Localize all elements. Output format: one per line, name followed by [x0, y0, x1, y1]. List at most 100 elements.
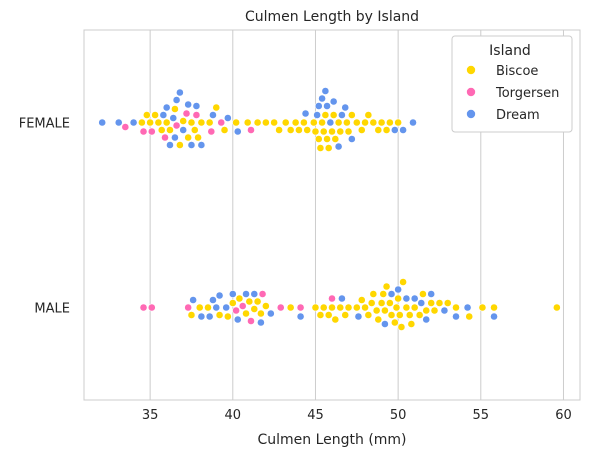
point-biscoe: [319, 127, 328, 136]
point-biscoe: [397, 323, 406, 331]
point-dream: [409, 118, 417, 127]
point-biscoe: [316, 311, 325, 319]
point-biscoe: [430, 306, 439, 315]
point-biscoe: [552, 303, 561, 312]
x-tick-label: 60: [555, 408, 572, 423]
point-dream: [422, 315, 431, 324]
point-dream: [98, 118, 107, 127]
point-dream: [233, 315, 242, 324]
point-biscoe: [171, 105, 179, 113]
point-biscoe: [243, 118, 252, 127]
point-biscoe: [286, 126, 295, 134]
point-dream: [159, 111, 168, 119]
point-dream: [314, 102, 323, 110]
point-biscoe: [215, 311, 224, 319]
point-biscoe: [291, 118, 300, 127]
point-biscoe: [309, 118, 318, 127]
point-torgersen: [247, 126, 255, 134]
point-biscoe: [443, 299, 452, 307]
point-dream: [172, 96, 181, 104]
point-biscoe: [151, 111, 159, 119]
point-biscoe: [364, 311, 373, 319]
point-biscoe: [361, 303, 369, 312]
point-torgersen: [147, 127, 156, 136]
legend-marker-biscoe: [466, 65, 476, 75]
point-biscoe: [419, 290, 427, 298]
point-torgersen: [172, 121, 181, 130]
point-biscoe: [352, 303, 361, 312]
point-biscoe: [369, 118, 378, 127]
point-biscoe: [195, 303, 204, 312]
point-dream: [187, 141, 196, 149]
point-biscoe: [142, 111, 151, 119]
point-biscoe: [295, 126, 303, 134]
point-biscoe: [399, 278, 407, 286]
point-biscoe: [162, 118, 171, 127]
point-biscoe: [324, 144, 333, 152]
point-biscoe: [286, 303, 295, 312]
point-biscoe: [357, 296, 366, 304]
point-torgersen: [276, 303, 285, 312]
point-torgersen: [258, 290, 267, 298]
point-biscoe: [194, 133, 202, 142]
point-torgersen: [247, 317, 255, 325]
point-dream: [341, 103, 350, 112]
point-biscoe: [232, 118, 241, 127]
y-tick-label: FEMALE: [19, 117, 70, 132]
x-axis-label: Culmen Length (mm): [257, 432, 406, 448]
point-biscoe: [261, 302, 270, 310]
point-biscoe: [336, 127, 345, 136]
point-biscoe: [324, 311, 333, 319]
point-dream: [399, 126, 407, 134]
point-biscoe: [385, 299, 394, 307]
point-dream: [329, 97, 338, 106]
point-dream: [209, 296, 217, 304]
point-torgersen: [139, 127, 148, 136]
point-biscoe: [342, 118, 351, 127]
point-torgersen: [207, 127, 216, 136]
point-torgersen: [238, 302, 247, 310]
point-biscoe: [379, 290, 388, 298]
point-biscoe: [261, 118, 270, 127]
legend-title: Island: [489, 43, 531, 59]
legend-label-torgersen: Torgersen: [495, 86, 559, 101]
point-biscoe: [197, 118, 206, 127]
point-biscoe: [374, 315, 383, 324]
point-dream: [228, 290, 237, 298]
point-biscoe: [331, 135, 340, 143]
point-biscoe: [157, 126, 166, 134]
point-torgersen: [182, 109, 191, 118]
chart-title: Culmen Length by Island: [245, 9, 419, 25]
point-dream: [197, 141, 206, 149]
point-dream: [242, 290, 250, 298]
point-biscoe: [190, 126, 199, 134]
x-tick-label: 45: [307, 408, 324, 423]
point-dream: [129, 118, 138, 127]
data-points: [98, 87, 561, 331]
x-tick-label: 40: [225, 408, 242, 423]
point-biscoe: [223, 312, 232, 321]
point-dream: [169, 114, 178, 122]
point-biscoe: [357, 126, 366, 134]
point-biscoe: [328, 303, 336, 312]
point-torgersen: [217, 118, 226, 127]
point-biscoe: [394, 294, 403, 303]
point-biscoe: [352, 118, 361, 127]
point-dream: [463, 303, 472, 312]
point-biscoe: [146, 118, 155, 127]
point-torgersen: [184, 303, 193, 312]
point-biscoe: [311, 303, 320, 312]
point-torgersen: [161, 133, 169, 142]
point-biscoe: [250, 305, 259, 313]
point-dream: [189, 296, 198, 304]
point-biscoe: [392, 303, 401, 312]
point-torgersen: [139, 303, 148, 312]
legend-label-biscoe: Biscoe: [496, 64, 538, 79]
point-biscoe: [344, 303, 353, 312]
point-dream: [323, 102, 331, 110]
y-tick-label: MALE: [34, 302, 70, 317]
point-torgersen: [232, 306, 241, 315]
point-biscoe: [478, 303, 487, 312]
point-biscoe: [220, 126, 229, 134]
